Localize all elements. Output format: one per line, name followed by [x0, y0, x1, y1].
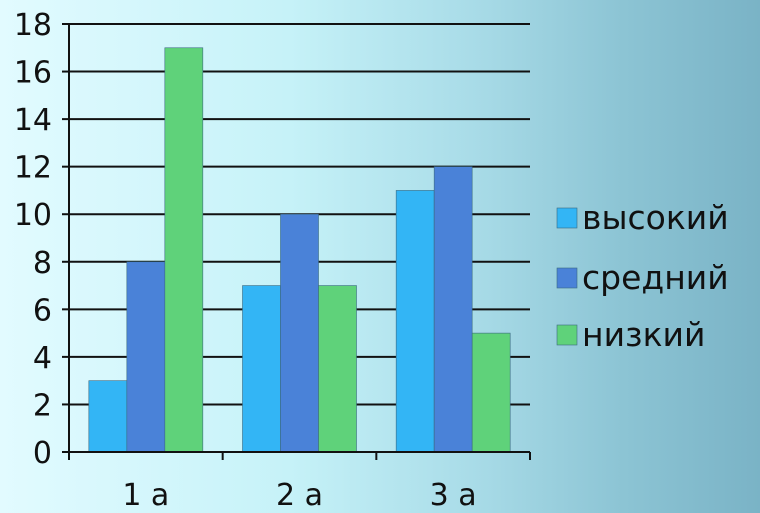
- bar-3-3: [471, 332, 511, 453]
- x-tick-label: 3 а: [430, 478, 477, 513]
- bars: [88, 47, 511, 453]
- legend-label-3: низкий: [582, 315, 705, 354]
- legend-swatch-1: [556, 207, 578, 229]
- legend-label-1: высокий: [582, 198, 729, 237]
- y-tick-label: 18: [14, 8, 52, 43]
- y-tick-label: 0: [33, 436, 52, 471]
- legend-swatch-2: [556, 267, 578, 289]
- legend-label-2: средний: [582, 258, 729, 297]
- y-tick-label: 12: [14, 151, 52, 186]
- y-tick-label: 16: [14, 56, 52, 91]
- y-tick-label: 14: [14, 103, 52, 138]
- y-tick-label: 8: [33, 246, 52, 281]
- bar-1-3: [395, 190, 435, 453]
- legend-swatch-3: [556, 324, 578, 346]
- bar-2-1: [126, 261, 166, 453]
- y-tick-label: 10: [14, 198, 52, 233]
- axes: [62, 23, 531, 460]
- y-tick-label: 6: [33, 293, 52, 328]
- y-tick-label: 4: [33, 341, 52, 376]
- bar-3-1: [164, 47, 204, 453]
- bar-2-3: [433, 166, 473, 453]
- bar-2-2: [280, 213, 319, 453]
- bar-3-2: [318, 285, 357, 453]
- y-tick-labels: 0 2 4 6 8 10 12 14 16 18: [14, 8, 52, 471]
- bar-1-2: [242, 285, 281, 453]
- bar-1-1: [88, 380, 128, 453]
- legend: высокий средний низкий: [556, 198, 729, 354]
- x-tick-label: 2 а: [276, 478, 323, 513]
- x-tick-label: 1 а: [122, 478, 169, 513]
- x-tick-labels: 1 а 2 а 3 а: [122, 478, 476, 513]
- y-tick-label: 2: [33, 388, 52, 423]
